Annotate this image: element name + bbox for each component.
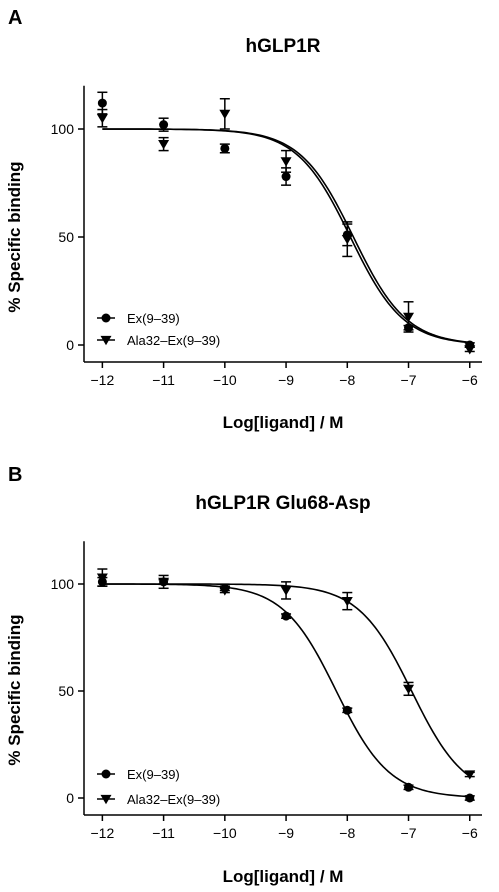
data-point <box>96 573 108 583</box>
legend-label: Ex(9–39) <box>127 767 180 782</box>
x-tick-label: −10 <box>213 825 237 841</box>
data-point <box>97 98 107 108</box>
data-point <box>403 684 415 695</box>
x-tick-label: −6 <box>462 372 478 388</box>
data-point <box>280 157 292 167</box>
data-point <box>219 586 231 596</box>
data-point <box>341 235 353 245</box>
y-axis-label: % Specific binding <box>5 161 24 312</box>
x-axis-label: Log[ligand] / M <box>223 867 344 886</box>
x-tick-label: −11 <box>152 825 175 841</box>
data-point <box>96 114 108 124</box>
data-point <box>404 782 414 792</box>
x-tick-label: −8 <box>339 372 355 388</box>
y-tick-label: 50 <box>58 683 74 699</box>
panel-letter: A <box>8 7 22 29</box>
y-tick-label: 0 <box>66 790 74 806</box>
x-tick-label: −9 <box>278 825 294 841</box>
plot-area: 0 50 100 −12 −11 −10 −9 −8 −7 −6 Ex(9–39) Ala32–Ex(… <box>51 541 482 841</box>
data-point <box>464 345 476 355</box>
y-tick-label: 100 <box>51 121 75 137</box>
x-tick-label: −9 <box>278 372 294 388</box>
plot-area: 0 50 100 −12 −11 −10 −9 −8 −7 −6 Ex(9–39) Ala32–Ex(… <box>51 85 482 388</box>
data-point <box>159 120 169 130</box>
data-point <box>280 586 292 596</box>
panel-a: A hGLP1R % Specific binding Log[ligand] … <box>5 7 482 432</box>
x-tick-label: −8 <box>339 825 355 841</box>
legend-label: Ex(9–39) <box>127 311 180 326</box>
data-point <box>281 611 291 621</box>
legend-marker <box>101 769 111 779</box>
x-tick-label: −12 <box>90 372 114 388</box>
data-point <box>158 139 170 150</box>
x-tick-label: −7 <box>401 372 417 388</box>
legend-label: Ala32–Ex(9–39) <box>127 792 220 807</box>
y-tick-label: 0 <box>66 337 74 353</box>
chart-title: hGLP1R <box>246 36 321 57</box>
x-tick-label: −6 <box>462 825 478 841</box>
data-point <box>465 793 475 803</box>
data-point <box>158 577 170 588</box>
x-tick-label: −12 <box>90 825 114 841</box>
x-tick-label: −10 <box>213 372 237 388</box>
legend-label: Ala32–Ex(9–39) <box>127 333 220 348</box>
x-axis-label: Log[ligand] / M <box>223 413 344 432</box>
data-point <box>464 770 476 780</box>
x-tick-label: −7 <box>401 825 417 841</box>
legend-marker <box>100 335 112 346</box>
y-tick-label: 100 <box>51 576 75 592</box>
data-point <box>403 312 415 323</box>
data-point <box>342 705 352 715</box>
legend-marker <box>101 313 111 323</box>
data-point <box>219 109 231 120</box>
panel-letter: B <box>8 464 22 486</box>
data-point <box>341 596 353 607</box>
x-tick-label: −11 <box>152 372 175 388</box>
y-axis-label: % Specific binding <box>5 614 24 765</box>
data-point <box>220 143 230 153</box>
y-tick-label: 50 <box>58 229 74 245</box>
legend-marker <box>100 794 112 805</box>
chart-title: hGLP1R Glu68-Asp <box>195 493 370 514</box>
data-point <box>281 172 291 182</box>
panel-b: B hGLP1R Glu68-Asp % Specific binding Lo… <box>5 464 482 886</box>
